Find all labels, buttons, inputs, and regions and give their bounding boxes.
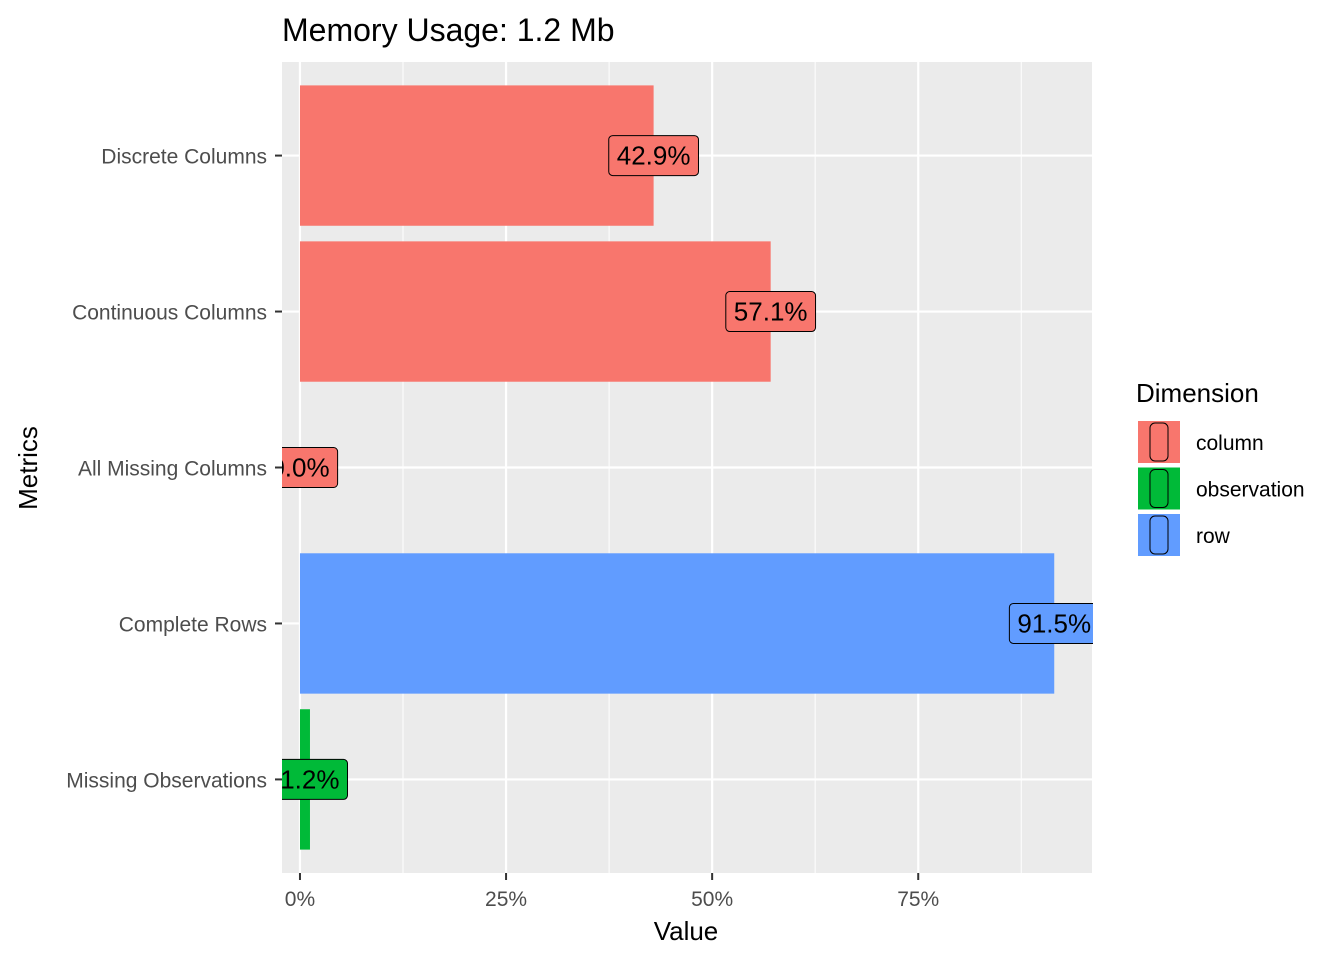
legend-item: row xyxy=(1136,512,1231,558)
legend-items: column observation row xyxy=(1136,419,1305,558)
x-tick-label: 50% xyxy=(691,888,733,911)
data-label: 42.9% xyxy=(608,135,699,177)
y-tick-label: Discrete Columns xyxy=(101,146,267,169)
legend-label: column xyxy=(1196,432,1264,455)
data-label: 91.5% xyxy=(1008,602,1093,644)
data-label-text: 0.0% xyxy=(270,453,329,483)
data-label-box xyxy=(725,291,817,333)
legend-key-glyph xyxy=(1149,515,1169,555)
data-label: 1.2% xyxy=(280,758,348,800)
data-label: 0.0% xyxy=(270,447,339,488)
data-label-text: 57.1% xyxy=(734,297,808,327)
data-label-text: 42.9% xyxy=(617,141,691,171)
bar xyxy=(299,241,771,382)
bar xyxy=(299,553,1055,694)
data-label: 57.1% xyxy=(725,291,817,333)
x-axis-title: Value xyxy=(654,916,719,946)
data-label-box xyxy=(282,758,348,800)
data-label-text: 1.2% xyxy=(280,764,339,794)
y-tick-label: Complete Rows xyxy=(119,613,267,636)
data-label-text: 91.5% xyxy=(1017,608,1091,638)
x-axis: 0% 25% 50% 75% xyxy=(285,873,939,911)
bars-layer xyxy=(299,85,1055,850)
legend-key-glyph xyxy=(1149,469,1169,508)
legend-item: observation xyxy=(1136,465,1305,512)
data-label-box xyxy=(1008,602,1093,644)
y-tick-label: Missing Observations xyxy=(66,769,267,792)
legend-label: row xyxy=(1196,525,1231,548)
x-tick-label: 75% xyxy=(897,888,939,911)
y-tick-label: Continuous Columns xyxy=(72,302,267,325)
y-axis-title: Metrics xyxy=(13,426,43,510)
data-label-box xyxy=(282,447,339,488)
data-label-box xyxy=(608,135,699,177)
legend-key-glyph xyxy=(1149,422,1169,462)
legend: Dimension column observation row xyxy=(1136,378,1305,558)
data-labels-layer: 42.9% 57.1% 0.0% 91.5% 1.2% xyxy=(270,135,1093,800)
x-tick-label: 0% xyxy=(285,888,315,911)
legend-title: Dimension xyxy=(1136,378,1259,408)
legend-label: observation xyxy=(1196,479,1305,502)
y-axis: Discrete Columns Continuous Columns All Mi… xyxy=(66,146,282,792)
y-tick-label: All Missing Columns xyxy=(78,458,267,481)
x-tick-label: 25% xyxy=(485,888,527,911)
bar xyxy=(299,85,654,226)
chart-title: Memory Usage: 1.2 Mb xyxy=(282,12,615,48)
legend-item: column xyxy=(1136,419,1264,465)
